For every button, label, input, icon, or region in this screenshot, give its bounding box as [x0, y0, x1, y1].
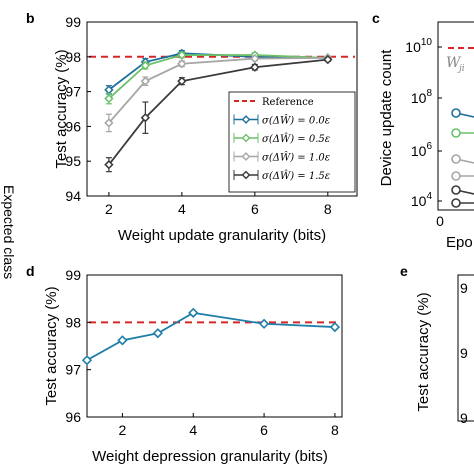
panel-d-data-point	[152, 328, 163, 339]
data-point	[323, 54, 333, 65]
data-point	[104, 160, 114, 170]
y-axis-label: Test accuracy (%)	[53, 49, 70, 168]
legend-reference-label: Reference	[262, 97, 314, 108]
x-axis-label: Weight update granularity (bits)	[118, 227, 326, 244]
panel-d-series	[81, 307, 341, 366]
series-2	[104, 53, 333, 133]
panel-c-x-axis-label: Epo	[446, 234, 473, 251]
panel-d-y-tick-label: 98	[65, 314, 81, 330]
panel-e-y-ticks: 9 9 9	[460, 280, 468, 426]
side-label-expected-class: Expected class	[1, 185, 17, 279]
series-3	[104, 54, 333, 173]
legend-entry-label: σ(ΔŴ) = 0.5ε	[262, 133, 330, 145]
panel-c-y-tick-label: 1010	[405, 37, 432, 55]
panel-d-series-line	[86, 311, 335, 361]
x-tick-label: 8	[324, 201, 332, 217]
panel-d-letter: d	[26, 263, 35, 279]
data-point	[250, 53, 260, 64]
x-tick-label: 2	[105, 201, 113, 217]
panel-c-y-tick-label: 106	[411, 141, 433, 159]
legend-swatch-marker	[241, 115, 251, 124]
legend-entry-label: σ(ΔŴ) = 0.0ε	[262, 115, 330, 127]
data-point	[177, 50, 187, 60]
data-point	[140, 113, 151, 123]
series-group	[104, 48, 333, 173]
data-point	[177, 76, 187, 86]
panel-e-y-tick-label: 9	[460, 345, 468, 361]
panel-c-annotation-sub: ji	[457, 64, 465, 74]
panel-c-marker	[451, 154, 461, 164]
panel-c-y-ticks: 104 106 108 1010	[405, 37, 442, 209]
x-tick-label: 4	[178, 201, 186, 217]
data-point	[140, 60, 151, 71]
panel-d-x-tick-label: 6	[260, 422, 268, 438]
x-tick-label: 6	[251, 201, 259, 217]
panel-c-x-tick-0: 0	[436, 213, 444, 229]
panel-c: c W ji 104 106 108 1010 0 Device update cou…	[372, 10, 474, 251]
x-ticks: 2 4 6 8	[105, 192, 332, 217]
data-point	[177, 59, 187, 69]
data-point	[104, 93, 114, 104]
panel-c-letter: c	[372, 10, 380, 26]
panel-d-axes-box	[86, 274, 343, 418]
panel-d-x-tick-label: 2	[119, 422, 127, 438]
panel-c-y-tick-label: 108	[411, 88, 433, 106]
panel-d-y-tick-label: 96	[65, 409, 81, 425]
panel-d-data-point	[117, 335, 128, 346]
panel-c-markers	[451, 108, 474, 208]
panel-d-data-point	[258, 318, 270, 329]
panel-c-marker	[451, 171, 461, 181]
panel-b-axes-box	[86, 21, 358, 197]
panel-d-y-ticks: 96 97 98 99	[65, 267, 91, 425]
y-tick-label: 97	[65, 84, 81, 100]
y-tick-label: 98	[65, 49, 81, 65]
data-point	[140, 76, 151, 86]
data-point	[104, 118, 114, 128]
panel-b: b 94 95 96 97 98 99 2 4 6 8 Test accuracy (%) We…	[26, 10, 358, 244]
panel-d-x-tick-label: 4	[189, 422, 197, 438]
panel-d-x-tick-label: 8	[331, 422, 339, 438]
panel-c-y-axis-label: Device update count	[378, 49, 395, 187]
y-tick-label: 94	[65, 188, 81, 204]
legend-swatch-marker	[241, 170, 251, 180]
legend-entry-label: σ(ΔŴ) = 1.0ε	[262, 152, 330, 164]
panel-c-marker	[451, 198, 461, 208]
panel-e-letter: e	[400, 263, 408, 279]
panel-c-marker	[451, 185, 461, 195]
panel-c-marker	[451, 128, 461, 138]
legend-swatch-marker	[241, 133, 251, 143]
panel-e-axes-box	[457, 274, 474, 422]
y-tick-label: 96	[65, 118, 81, 134]
panel-d-y-tick-label: 97	[65, 362, 81, 378]
panel-d-x-axis-label: Weight depression granularity (bits)	[92, 448, 328, 465]
y-tick-label: 99	[65, 14, 81, 30]
panel-e-y-tick-label: 9	[460, 280, 468, 296]
legend-entry-label: σ(ΔŴ) = 1.5ε	[262, 170, 330, 182]
panel-d-x-ticks: 2 4 6 8	[119, 413, 339, 438]
panel-d: d 96 97 98 99 2 4 6 8 Test accuracy (%) Weight…	[26, 263, 343, 465]
legend: Reference σ(ΔŴ) = 0.0ε σ(ΔŴ) = 0.5ε σ(ΔŴ) =…	[228, 91, 356, 193]
panel-d-data-point	[188, 307, 199, 318]
panel-d-y-tick-label: 99	[65, 267, 81, 283]
panel-d-data-point	[329, 321, 341, 333]
panel-e-y-tick-label: 9	[460, 410, 468, 426]
data-point	[250, 62, 260, 72]
panel-c-marker	[451, 108, 461, 118]
panel-e-y-axis-label: Test accuracy (%)	[415, 292, 432, 411]
y-ticks: 94 95 96 97 98 99	[65, 14, 91, 204]
panel-c-axes-box	[437, 21, 474, 211]
panel-c-annotation: W	[446, 55, 462, 71]
panel-c-y-tick-label: 104	[411, 191, 433, 209]
panel-d-y-axis-label: Test accuracy (%)	[43, 286, 60, 405]
y-tick-label: 95	[65, 153, 81, 169]
legend-swatch-marker	[241, 152, 251, 161]
panel-b-letter: b	[26, 10, 35, 26]
panel-e: e Test accuracy (%) 9 9 9	[400, 263, 474, 426]
panel-d-data-point	[81, 355, 93, 366]
